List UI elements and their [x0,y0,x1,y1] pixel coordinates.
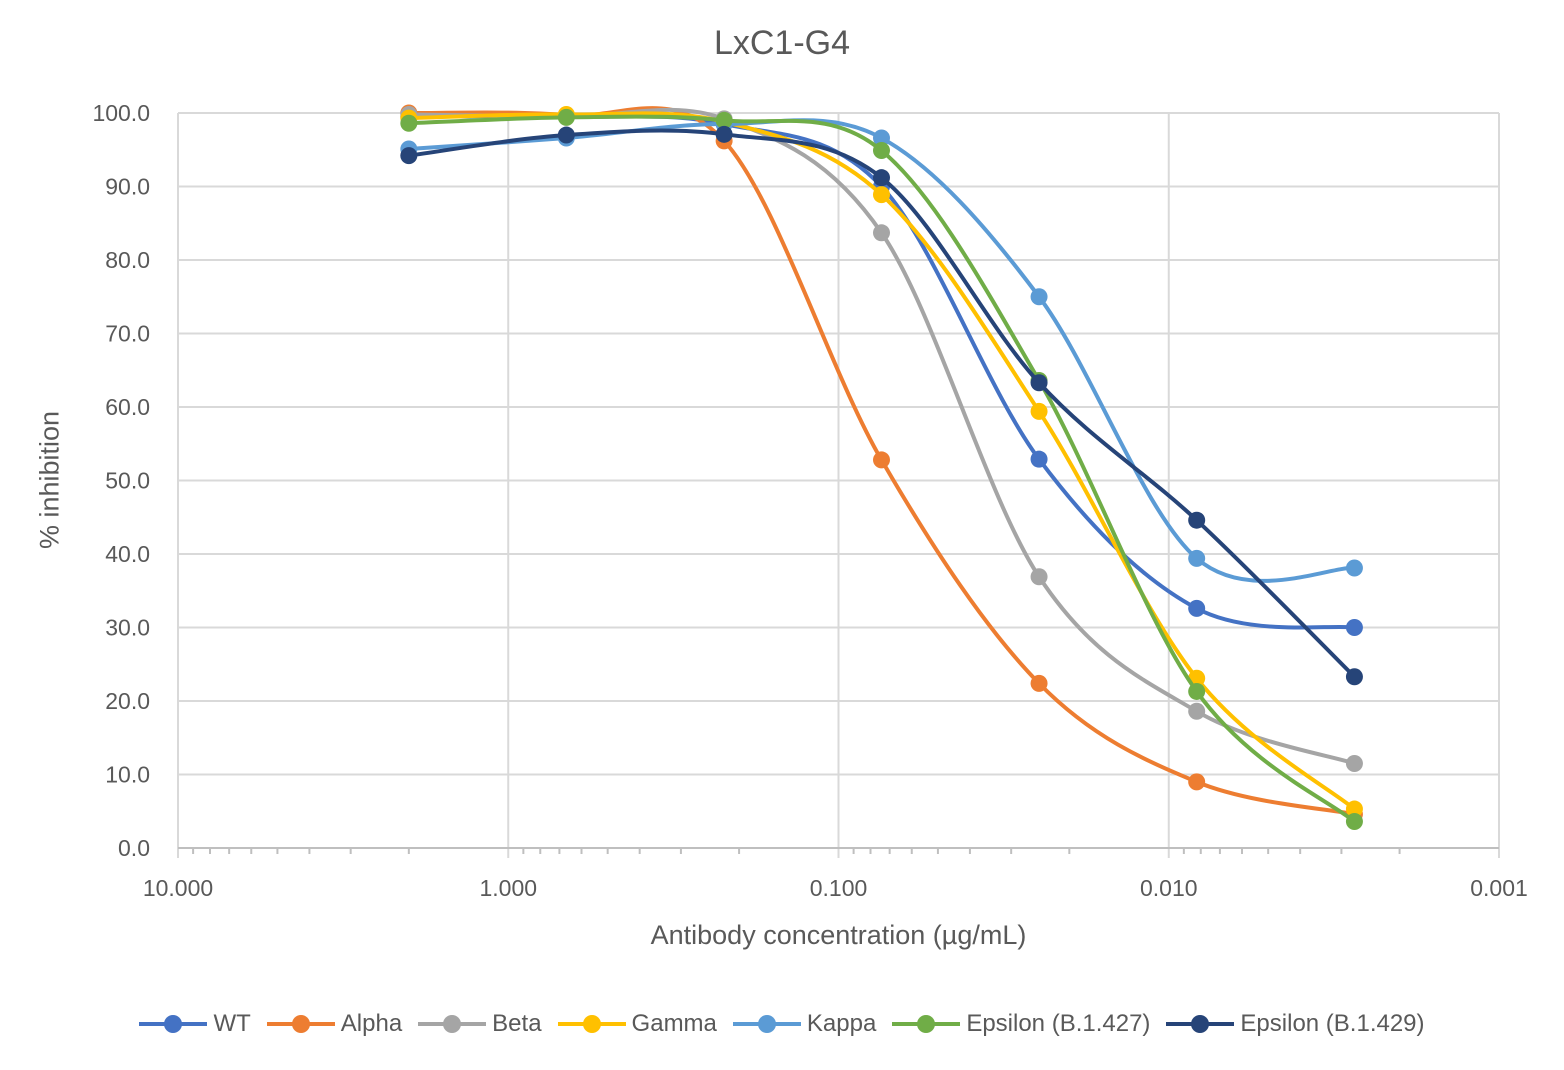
legend-item-kappa: Kappa [732,1010,877,1038]
data-point-alpha [1030,674,1048,692]
data-point-gamma [1030,402,1048,420]
legend-label: Alpha [340,1010,403,1037]
x-tick-label: 0.010 [1140,875,1198,901]
data-point-beta [1345,754,1363,772]
y-tick-label: 100.0 [92,100,150,126]
data-point-kappa [872,129,890,147]
x-tick-label: 1.000 [479,875,537,901]
legend-marker-icon [892,1014,961,1034]
legend-label: Gamma [631,1010,717,1037]
legend-label: WT [213,1010,251,1037]
data-point-wt [1188,599,1206,617]
y-tick-label: 10.0 [105,762,150,788]
legend-marker-icon [732,1014,801,1034]
legend-item-alpha: Alpha [266,1010,403,1038]
x-tick-label: 10.000 [143,875,213,901]
data-point-beta [1188,702,1206,720]
data-point-epsilon-b-1-429 [400,147,418,165]
data-point-kappa [1188,549,1206,567]
data-point-epsilon-b-1-427 [400,114,418,132]
y-tick-label: 20.0 [105,688,150,714]
data-point-epsilon-b-1-427 [557,108,575,126]
legend-label: Kappa [806,1010,877,1037]
legend-item-epsilon-b-1-427: Epsilon (B.1.427) [892,1010,1150,1038]
legend-marker-icon [418,1014,487,1034]
data-point-epsilon-b-1-427 [872,141,890,159]
series-line-epsilon-b-1-429 [408,128,1356,679]
y-tick-label: 30.0 [105,615,150,641]
x-axis-label: Antibody concentration (µg/mL) [650,920,1027,950]
data-point-gamma [1345,800,1363,818]
chart-title: LxC1-G4 [713,24,851,62]
legend-label: Beta [492,1010,542,1037]
legend-marker-icon [266,1014,335,1034]
y-tick-label: 90.0 [105,174,150,200]
data-point-epsilon-b-1-427 [1345,813,1363,831]
legend-marker-icon [1166,1014,1235,1034]
data-point-wt [1030,450,1048,468]
y-tick-label: 60.0 [105,394,150,420]
series-line-beta [408,107,1356,766]
data-point-alpha [872,451,890,469]
data-point-epsilon-b-1-427 [715,111,733,129]
data-point-kappa [1345,559,1363,577]
legend-item-epsilon-b-1-429: Epsilon (B.1.429) [1166,1010,1425,1038]
data-point-epsilon-b-1-429 [557,126,575,144]
legend-item-gamma: Gamma [557,1010,717,1038]
legend-marker-icon [139,1014,208,1034]
y-tick-label: 70.0 [105,321,150,347]
data-point-beta [872,224,890,242]
legend-label: Epsilon (B.1.427) [966,1010,1151,1037]
x-tick-label: 0.100 [810,875,868,901]
legend: WT Alpha Beta Gamma Kappa Epsilon (B.1.427) Ep… [0,1010,1564,1038]
y-axis-label: % inhibition [34,410,65,550]
data-point-gamma [872,186,890,204]
data-point-wt [1345,619,1363,636]
data-point-epsilon-b-1-429 [1188,511,1206,529]
data-point-epsilon-b-1-429 [872,169,890,187]
y-tick-label: 50.0 [105,468,150,494]
data-point-epsilon-b-1-429 [715,125,733,143]
data-point-alpha [1188,773,1206,791]
x-tick-label: 0.001 [1470,875,1528,901]
data-point-kappa [1030,288,1048,306]
legend-item-beta: Beta [418,1010,542,1038]
series-line-epsilon-b-1-427 [408,114,1356,824]
data-point-epsilon-b-1-429 [1030,374,1048,392]
y-tick-label: 40.0 [105,541,150,567]
y-tick-label: 0.0 [118,835,150,861]
data-point-beta [1030,568,1048,586]
data-point-epsilon-b-1-429 [1345,668,1363,686]
legend-marker-icon [557,1014,626,1034]
legend-label: Epsilon (B.1.429) [1240,1010,1425,1037]
legend-item-wt: WT [139,1010,251,1038]
y-tick-label: 80.0 [105,247,150,273]
data-point-epsilon-b-1-427 [1188,682,1206,700]
